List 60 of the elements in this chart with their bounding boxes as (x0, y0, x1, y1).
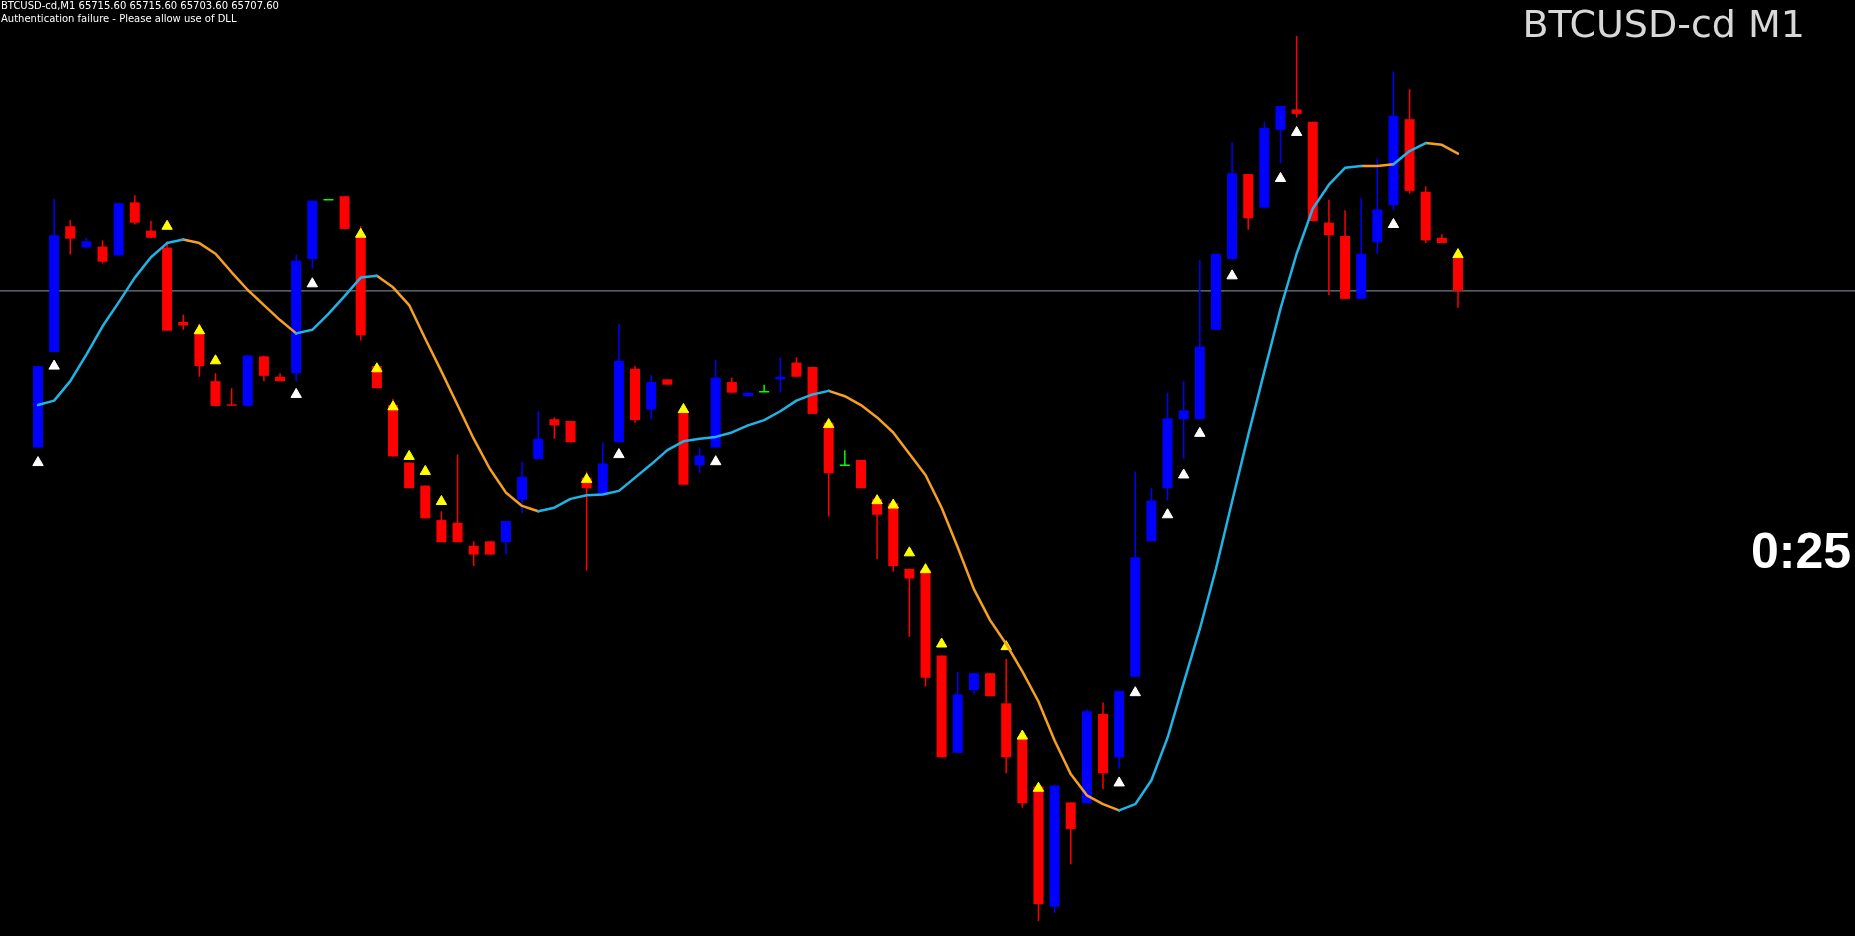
point (1226, 269, 1238, 280)
candlestick (258, 354, 269, 382)
candlestick (500, 520, 511, 556)
candlestick (468, 540, 479, 567)
point (355, 227, 367, 238)
point (710, 455, 722, 466)
candlestick (1178, 380, 1189, 460)
point (32, 456, 44, 467)
point (1177, 468, 1190, 479)
point (1016, 729, 1029, 740)
point (290, 387, 302, 398)
point (822, 418, 835, 429)
point (677, 402, 690, 413)
candlestick (839, 449, 851, 466)
candlestick (129, 194, 140, 226)
point (403, 449, 415, 460)
candlestick (436, 510, 447, 543)
point (871, 494, 883, 505)
point (306, 277, 319, 288)
point (435, 495, 448, 506)
candlestick (758, 383, 770, 393)
candlestick (904, 568, 915, 638)
point (887, 498, 899, 509)
candlestick (1291, 35, 1302, 119)
text: 0:25 (1750, 522, 1851, 580)
candlestick (968, 672, 979, 696)
candlestick (549, 416, 560, 440)
point (1387, 218, 1400, 229)
point (48, 359, 60, 370)
point (935, 637, 948, 648)
point (1129, 686, 1141, 697)
candlestick (452, 453, 463, 543)
point (161, 219, 173, 230)
candlestick (517, 460, 528, 514)
point (903, 546, 916, 557)
point (1194, 426, 1206, 437)
point (919, 563, 932, 574)
candlestick (97, 239, 108, 265)
point (1113, 776, 1125, 787)
text: Authentication failure - Please allow use of DLL (1, 13, 237, 24)
point (193, 324, 206, 335)
point (1290, 125, 1303, 136)
point (387, 400, 399, 411)
point (1452, 248, 1464, 259)
point (209, 354, 222, 365)
point (371, 362, 383, 373)
point (613, 448, 625, 459)
point (419, 464, 431, 475)
candlestick (1323, 198, 1334, 297)
point (1274, 171, 1287, 182)
text: BTCUSD-cd,M1 65715.60 65715.60 65703.60 65707.60 (1, 0, 279, 11)
candlestick (533, 410, 544, 460)
text: BTCUSD-cd M1 (1522, 2, 1805, 46)
candlestick (694, 446, 705, 474)
point (1032, 781, 1045, 792)
point (580, 472, 593, 483)
candlestick (1275, 105, 1286, 165)
point (1161, 508, 1174, 519)
candlestick (65, 219, 76, 256)
candlestick (791, 356, 802, 378)
